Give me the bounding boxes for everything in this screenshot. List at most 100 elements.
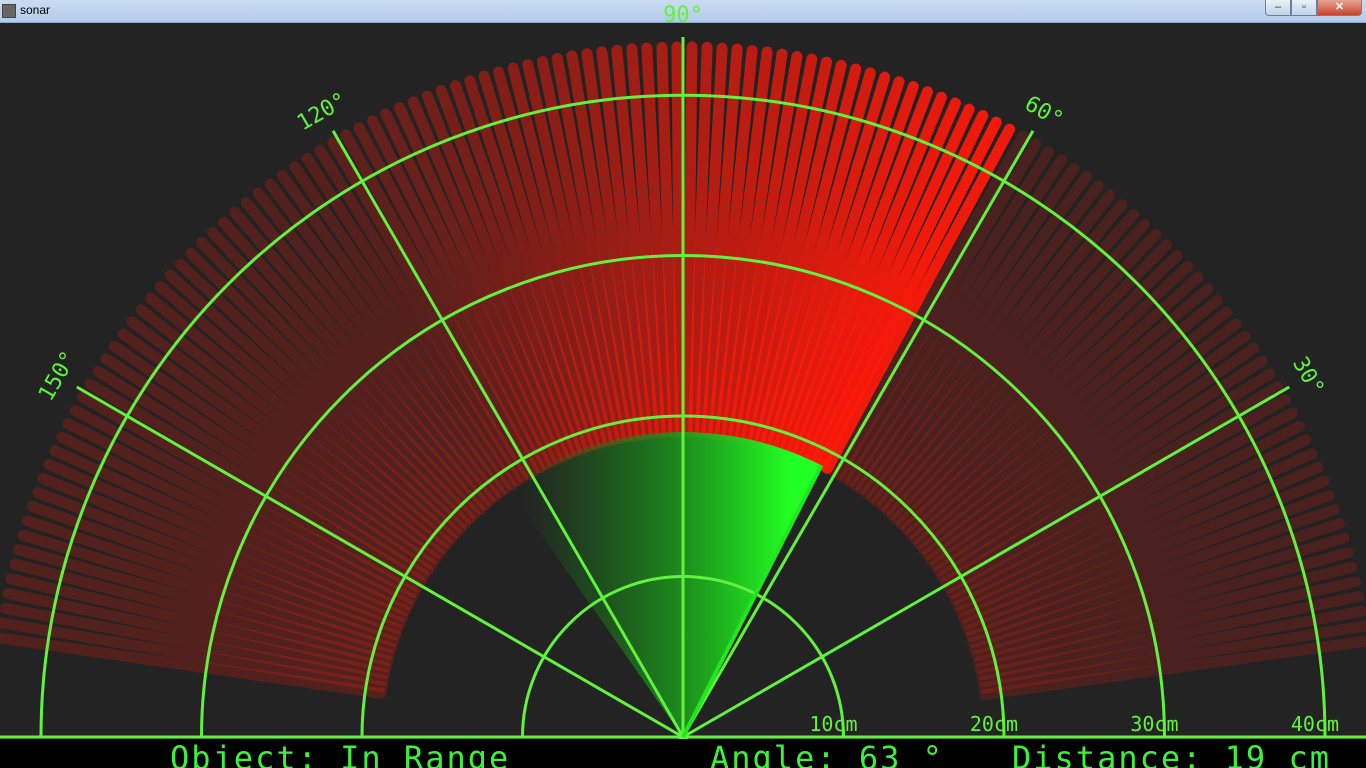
- echo-trail-line: [314, 144, 529, 484]
- echo-trail-line: [701, 43, 743, 439]
- echo-trail-line: [803, 103, 975, 466]
- echo-trail-line: [407, 96, 570, 462]
- object-status: Object: In Range: [170, 739, 511, 768]
- distance-label-20cm: 20cm: [970, 712, 1018, 736]
- echo-trail-line: [694, 42, 728, 439]
- echo-trail-line: [917, 306, 1233, 555]
- echo-trail-line: [56, 431, 414, 611]
- echo-trail-line: [464, 75, 595, 453]
- angle-readout: Angle: 63 °: [710, 739, 944, 768]
- echo-trail-line: [949, 420, 1305, 606]
- echo-trail-line: [566, 50, 640, 442]
- echo-trail-line: [855, 171, 1092, 496]
- angle-label-90: 90°: [663, 3, 703, 28]
- echo-trail-line: [27, 501, 402, 641]
- echo-trail-line: [0, 602, 389, 686]
- echo-trail-line: [960, 475, 1330, 630]
- echo-trail-line: [895, 250, 1183, 530]
- echo-trail-line: [611, 44, 660, 439]
- echo-trail-line: [84, 378, 427, 587]
- echo-trail-line: [952, 434, 1312, 612]
- echo-trail-line: [946, 407, 1298, 600]
- echo-trail-line: [977, 605, 1366, 687]
- echo-trail-line: [671, 41, 686, 438]
- echo-trail-line: [708, 44, 758, 440]
- echo-trail-line: [435, 85, 582, 457]
- echo-trail-line: [340, 129, 540, 477]
- close-button[interactable]: ✕: [1317, 0, 1362, 16]
- distance-label-30cm: 30cm: [1130, 712, 1178, 736]
- angle-label-30: 30°: [1287, 353, 1329, 400]
- echo-trail-line: [971, 547, 1354, 662]
- echo-trail-line: [656, 41, 680, 438]
- echo-trail-line: [876, 208, 1139, 512]
- echo-trail-line: [779, 81, 919, 456]
- echo-trail-line: [2, 588, 391, 680]
- echo-trail-line: [218, 216, 486, 515]
- window-title: sonar: [20, 3, 51, 17]
- echo-trail-line: [815, 116, 1002, 471]
- echo-trail-line: [839, 146, 1055, 484]
- echo-trail-line: [32, 487, 404, 635]
- echo-trail-line: [206, 226, 481, 520]
- echo-trail-line: [626, 43, 666, 439]
- maximize-button[interactable]: ▫: [1291, 0, 1317, 16]
- echo-trail-line: [909, 283, 1214, 545]
- echo-trail-line: [154, 281, 458, 544]
- echo-trail-line: [135, 304, 450, 554]
- echo-trail-line: [734, 53, 818, 443]
- angle-label-60: 60°: [1020, 91, 1067, 133]
- echo-trail-line: [861, 180, 1104, 499]
- minimize-button[interactable]: –: [1265, 0, 1291, 16]
- angle-label-150: 150°: [34, 347, 82, 405]
- echo-trail-line: [37, 473, 406, 629]
- echo-trail-line: [929, 343, 1259, 571]
- echo-trail-line: [394, 102, 564, 465]
- echo-trail-line: [940, 381, 1284, 588]
- echo-trail-line: [688, 41, 713, 438]
- status-bar: Object: In Range Angle: 63 ° Distance: 1…: [0, 739, 1366, 768]
- echo-trail-line: [581, 48, 647, 441]
- echo-trail-line: [117, 328, 442, 565]
- echo-trail-line: [596, 46, 653, 440]
- app-icon: [2, 4, 16, 18]
- echo-trail-line: [327, 136, 534, 480]
- echo-trail-line: [965, 504, 1340, 642]
- echo-trail-line: [921, 318, 1242, 561]
- echo-trail-line: [753, 63, 862, 448]
- radar-grid: [0, 37, 1366, 742]
- echo-trail-line: [936, 368, 1276, 583]
- echo-trail-line: [913, 294, 1223, 550]
- echo-trail-line: [833, 138, 1042, 481]
- echo-trail-line: [100, 353, 434, 576]
- echo-trail-line: [493, 66, 608, 449]
- echo-trail-line: [772, 76, 905, 453]
- echo-trail-line: [92, 365, 430, 581]
- echo-trail-line: [747, 59, 847, 446]
- echo-trail-line: [9, 558, 394, 667]
- echo-trail-line: [866, 189, 1116, 504]
- echo-trail-line: [976, 590, 1365, 681]
- angle-line: [331, 130, 685, 738]
- angle-line: [682, 385, 1290, 739]
- echo-trail-line: [366, 115, 552, 471]
- echo-trail-line: [380, 108, 558, 468]
- echo-trail-line: [536, 55, 627, 444]
- echo-trail-line: [421, 90, 576, 460]
- echo-trail-line: [900, 260, 1194, 535]
- echo-trail-line: [974, 576, 1361, 674]
- echo-trail-line: [827, 130, 1029, 478]
- angle-line: [681, 130, 1035, 738]
- echo-trail-line: [353, 122, 546, 474]
- sweep-line: [681, 464, 824, 738]
- echo-trail-line: [264, 178, 507, 499]
- echo-trail-line: [871, 199, 1128, 508]
- echo-trails: [0, 41, 1366, 701]
- echo-trail-line: [925, 330, 1251, 566]
- echo-trail-line: [69, 404, 420, 599]
- echo-trail-line: [13, 544, 395, 660]
- echo-trail-line: [164, 269, 462, 539]
- echo-trail-line: [145, 292, 454, 549]
- distance-label-10cm: 10cm: [809, 712, 857, 736]
